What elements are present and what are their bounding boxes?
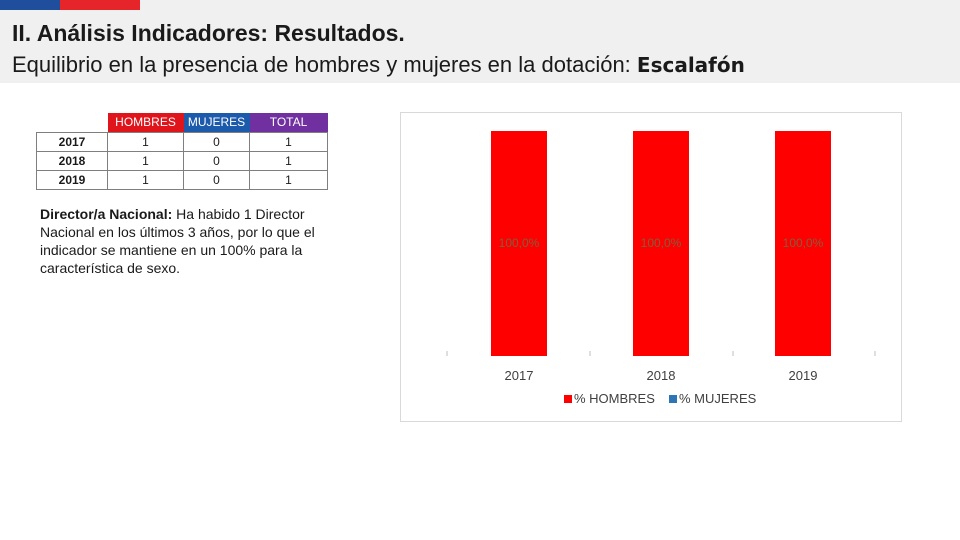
x-tick-label: 2017: [505, 368, 534, 383]
header-total: TOTAL: [249, 113, 328, 132]
bar-hombres-2018: [633, 131, 689, 356]
row-hombres: 1: [107, 150, 184, 171]
x-tick-label: 2018: [647, 368, 676, 383]
row-hombres: 1: [107, 131, 184, 152]
header-hombres: HOMBRES: [107, 113, 184, 132]
subtitle-text: Equilibrio en la presencia de hombres y …: [12, 52, 637, 77]
bar-hombres-2017: [491, 131, 547, 356]
row-mujeres: 0: [183, 131, 250, 152]
row-total: 1: [249, 150, 328, 171]
header-bar: [0, 0, 960, 83]
page-subtitle: Equilibrio en la presencia de hombres y …: [12, 52, 745, 78]
page-title: II. Análisis Indicadores: Resultados.: [12, 20, 405, 46]
subtitle-emphasis: Escalafón: [636, 53, 745, 77]
director-body: Ha habido 1 Director Nacional en los últ…: [40, 206, 315, 276]
flag-stripe-blue: [0, 0, 60, 10]
flag-stripe-red: [60, 0, 140, 10]
row-total: 1: [249, 131, 328, 152]
row-hombres: 1: [107, 169, 184, 190]
stacked-bar-chart: 100,0% 2017 100,0% 2018 100,0% 2019 % HOMBRES%…: [446, 131, 876, 406]
header-mujeres: MUJERES: [183, 113, 250, 132]
gender-table: HOMBRES MUJERES TOTAL 2017 1 0 1 2018 1 …: [36, 113, 328, 190]
director-description: Director/a Nacional: Ha habido 1 Directo…: [40, 205, 360, 277]
director-label: Director/a Nacional:: [40, 206, 173, 222]
data-label: 100,0%: [499, 236, 540, 250]
header-empty-cell: [37, 113, 108, 132]
table-row: 2019 1 0 1: [36, 169, 328, 190]
table-header-row: HOMBRES MUJERES TOTAL: [37, 113, 328, 132]
table-row: 2018 1 0 1: [36, 150, 328, 171]
row-mujeres: 0: [183, 150, 250, 171]
x-tick-label: 2019: [789, 368, 818, 383]
data-label: 100,0%: [783, 236, 824, 250]
table-row: 2017 1 0 1: [36, 131, 328, 152]
chart-frame: 100,0% 2017 100,0% 2018 100,0% 2019 % HOMBRES%…: [400, 112, 902, 422]
bar-hombres-2019: [775, 131, 831, 356]
row-year: 2019: [36, 169, 108, 190]
legend-swatch-mujeres: [669, 395, 677, 403]
legend-label-mujeres: % MUJERES: [679, 391, 757, 406]
row-year: 2018: [36, 150, 108, 171]
row-mujeres: 0: [183, 169, 250, 190]
legend-swatch-hombres: [564, 395, 572, 403]
row-total: 1: [249, 169, 328, 190]
data-label: 100,0%: [641, 236, 682, 250]
row-year: 2017: [36, 131, 108, 152]
legend-label-hombres: % HOMBRES: [574, 391, 655, 406]
